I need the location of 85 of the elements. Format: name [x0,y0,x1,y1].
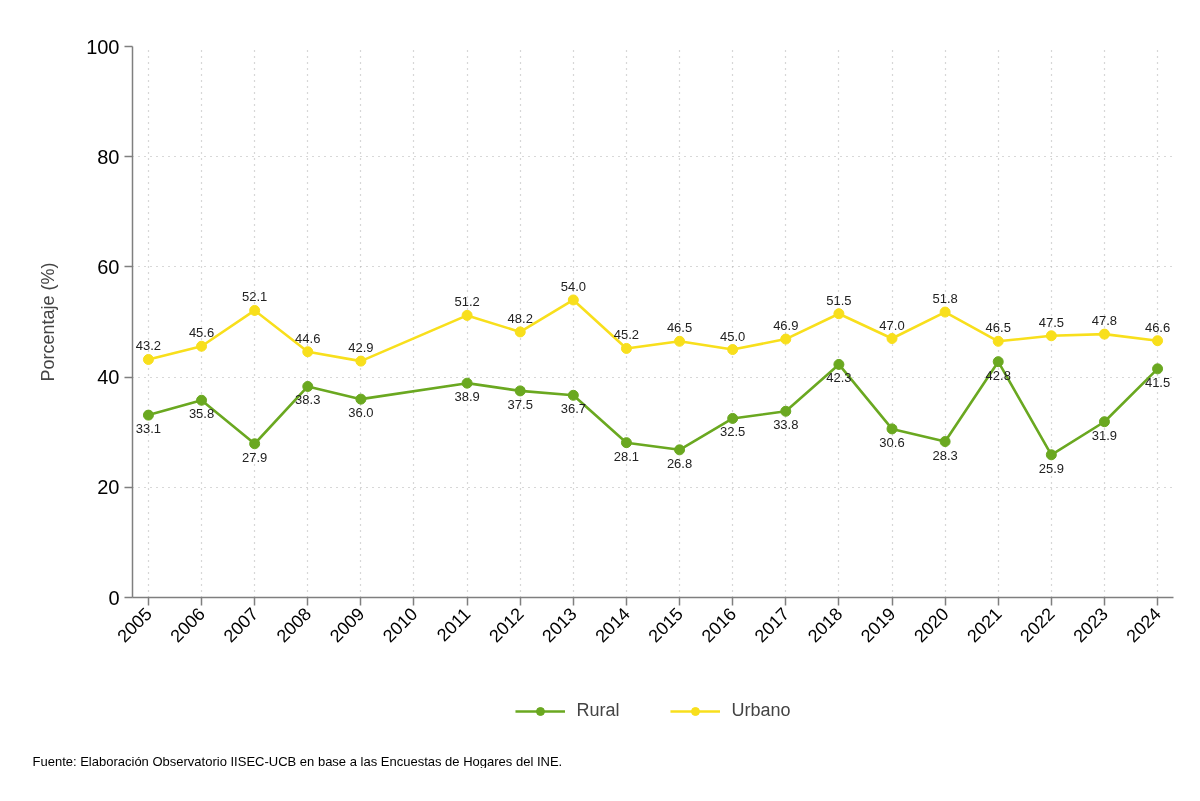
point [196,340,208,352]
data-label: 32.5 [720,424,746,440]
point [567,389,579,401]
data-label: 38.3 [295,392,321,408]
data-label: 47.5 [1038,314,1064,330]
y-axis-title: Porcentaje (%) [38,262,59,382]
point [833,308,845,320]
point [302,380,314,392]
data-label: 45.0 [720,328,746,344]
data-label: 46.5 [666,320,693,336]
point [1045,449,1057,461]
data-label: 54.0 [560,278,586,294]
point [355,355,367,367]
point [355,393,367,405]
data-label: 47.8 [1091,313,1118,329]
data-label: 28.3 [932,447,958,463]
y-tick-label: 60 [97,255,120,278]
point [196,394,208,406]
point [1152,335,1164,347]
y-tick-label: 20 [97,476,120,499]
data-label: 35.8 [188,406,215,422]
data-label: 42.9 [348,340,374,356]
data-label: 45.2 [613,327,640,343]
point [674,335,686,347]
point [1152,363,1164,375]
y-tick-label: 80 [97,145,120,168]
point [249,438,261,450]
data-label: 26.8 [666,455,693,471]
y-tick-label: 0 [108,586,120,609]
point [514,326,526,338]
point [142,353,154,365]
data-label: 28.1 [613,448,640,464]
point [1098,416,1110,428]
data-label: 51.2 [454,294,480,310]
point [939,306,951,318]
point [302,346,314,358]
point [461,309,473,321]
point [620,342,632,354]
point [461,377,473,389]
point [674,444,686,456]
point [514,385,526,397]
point [780,405,792,417]
data-label: 43.2 [135,338,162,354]
point [992,335,1004,347]
data-label: 31.9 [1091,427,1118,443]
legend-label: Urbano [731,700,791,721]
data-label: 42.3 [826,370,852,386]
data-label: 46.9 [773,318,799,334]
point [939,436,951,448]
y-tick-label: 40 [97,366,120,389]
point [620,437,632,449]
point [567,294,579,306]
point [780,333,792,345]
data-label: 51.8 [932,291,958,307]
data-label: 37.5 [507,396,533,412]
legend-label: Rural [576,700,620,721]
point [886,423,898,435]
y-tick-label: 100 [86,35,120,58]
data-label: 36.0 [348,405,374,421]
data-label: 30.6 [879,434,905,450]
point [727,412,739,424]
point [1045,330,1057,342]
point [833,358,845,370]
data-label: 52.1 [242,289,268,305]
data-label: 41.5 [1144,374,1171,390]
point [886,333,898,345]
data-label: 47.0 [879,317,905,333]
data-label: 33.1 [135,421,162,437]
point [727,344,739,356]
data-label: 45.6 [188,325,215,341]
point [1098,328,1110,340]
data-label: 46.5 [985,320,1011,336]
point [249,304,261,316]
source-note: Fuente: Elaboración Observatorio IISEC-UCB en base a las Encuestas de Hogares del INE. [32,753,563,769]
data-label: 48.2 [507,310,533,326]
data-label: 36.7 [560,401,586,417]
point [142,409,154,421]
data-label: 46.6 [1144,319,1171,335]
data-label: 27.9 [242,449,268,465]
point [992,356,1004,368]
data-label: 33.8 [773,417,799,433]
data-label: 51.5 [826,292,852,308]
data-label: 44.6 [295,330,321,346]
data-label: 25.9 [1038,460,1064,476]
data-label: 38.9 [454,389,480,405]
